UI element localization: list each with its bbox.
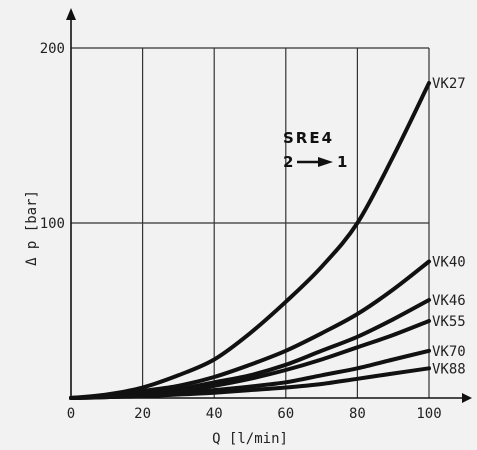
axes bbox=[66, 8, 472, 403]
x-axis-arrow bbox=[462, 393, 472, 403]
x-tick-labels: 0 20 40 60 80 100 bbox=[67, 406, 442, 422]
annotation-to: 1 bbox=[337, 153, 347, 171]
series-line-vk46 bbox=[69, 298, 431, 400]
series-line-vk27 bbox=[69, 81, 431, 400]
series-label-vk27: VK27 bbox=[432, 76, 466, 92]
annotation-title: SRE4 bbox=[283, 129, 334, 147]
series-label-vk55: VK55 bbox=[432, 314, 466, 330]
series bbox=[69, 81, 431, 400]
x-tick-label: 100 bbox=[416, 406, 441, 422]
x-tick-label: 40 bbox=[206, 406, 223, 422]
series-label-vk70: VK70 bbox=[432, 344, 466, 360]
y-tick-labels: 100 200 bbox=[40, 41, 65, 232]
y-axis-title: Δ p [bar] bbox=[24, 190, 40, 266]
x-tick-label: 60 bbox=[277, 406, 294, 422]
series-label-vk46: VK46 bbox=[432, 293, 466, 309]
y-tick-label: 100 bbox=[40, 216, 65, 232]
series-label-vk88: VK88 bbox=[432, 361, 466, 377]
grid bbox=[71, 47, 430, 398]
y-tick-label: 200 bbox=[40, 41, 65, 57]
x-axis-title: Q [l/min] bbox=[212, 431, 288, 447]
annotation-arrow-icon bbox=[318, 157, 333, 167]
x-tick-label: 0 bbox=[67, 406, 75, 422]
x-tick-label: 20 bbox=[134, 406, 151, 422]
annotation: SRE4 2 1 bbox=[283, 129, 347, 171]
x-tick-label: 80 bbox=[349, 406, 366, 422]
y-axis-arrow bbox=[66, 8, 76, 20]
series-label-vk40: VK40 bbox=[432, 255, 466, 271]
annotation-from: 2 bbox=[283, 153, 293, 171]
series-line-vk88 bbox=[69, 366, 431, 400]
